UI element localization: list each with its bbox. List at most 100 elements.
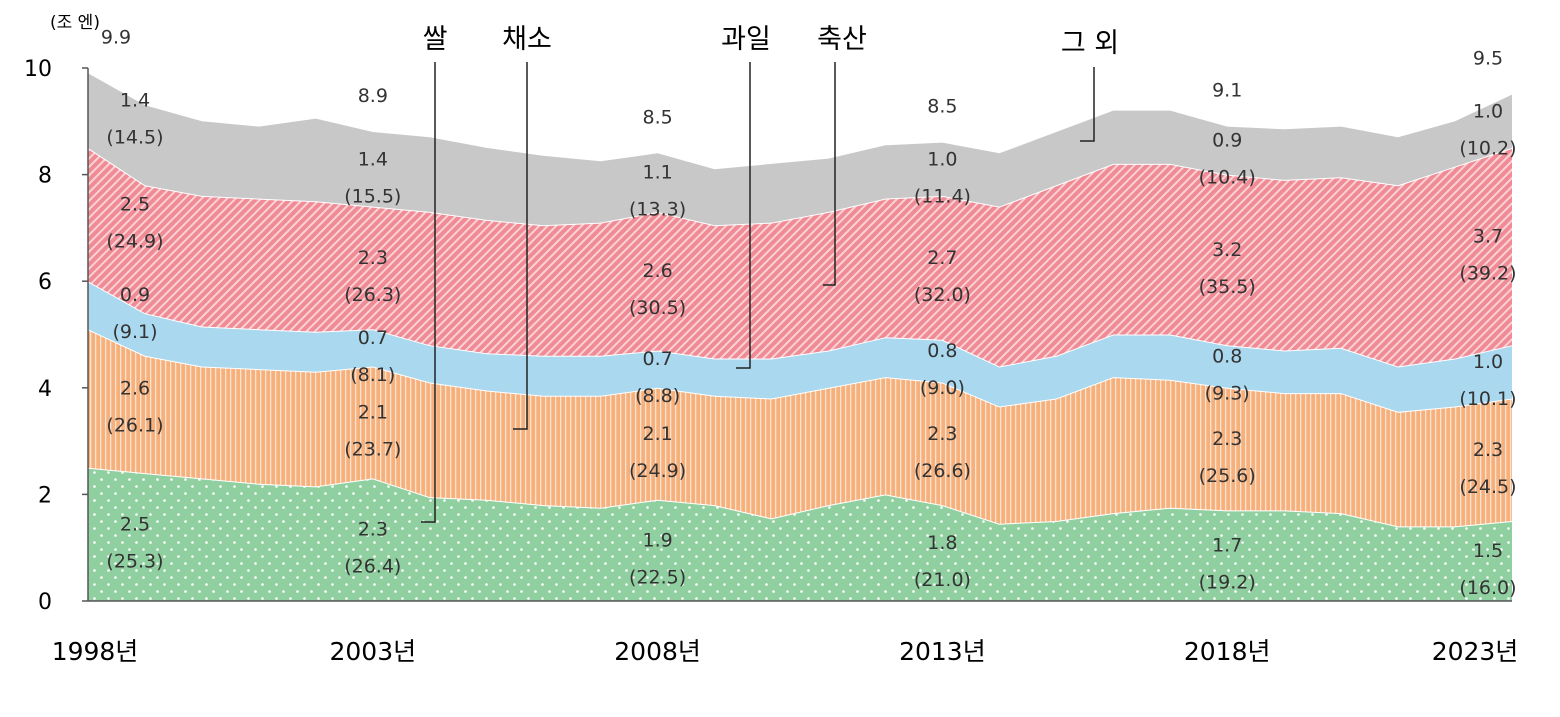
value-label: 1.0 [1473,100,1503,122]
value-label: 1.5 [1473,540,1503,562]
legend-leader-line [421,62,436,523]
value-label: 1.0 [1473,351,1503,373]
legend-label-1: 채소 [502,24,552,55]
value-label: 2.5 [120,513,150,535]
share-label: (39.2) [1459,263,1516,285]
share-label: (14.5) [106,127,163,149]
value-label: 2.5 [120,194,150,216]
value-label: 2.3 [358,247,388,269]
total-label: 9.1 [1212,80,1242,102]
legend-label-0: 쌀 [423,24,448,55]
legend-leader-line [513,62,528,430]
value-label: 1.4 [120,90,150,112]
value-label: 0.8 [927,340,957,362]
share-label: (16.0) [1459,577,1516,599]
share-label: (9.3) [1205,382,1250,404]
value-label: 0.8 [1212,345,1242,367]
x-tick-label: 2008년 [614,637,701,666]
value-label: 1.7 [1212,535,1242,557]
value-label: 1.8 [927,532,957,554]
area-과일 [88,281,1512,412]
value-label: 3.7 [1473,226,1503,248]
share-label: (25.6) [1199,465,1256,487]
area-축산 [88,147,1512,367]
area-쌀 [88,467,1512,601]
value-label: 1.0 [927,148,957,170]
share-label: (10.4) [1199,167,1256,189]
value-label: 3.2 [1212,239,1242,261]
value-label: 2.6 [120,377,150,399]
share-label: (21.0) [914,569,971,591]
share-label: (8.8) [635,385,680,407]
share-label: (11.4) [914,185,971,207]
y-tick-label: 6 [38,270,52,295]
share-label: (10.2) [1459,137,1516,159]
share-label: (26.6) [914,460,971,482]
share-label: (19.2) [1199,572,1256,594]
value-label: 2.3 [1473,439,1503,461]
legend-label-2: 과일 [721,24,771,55]
x-tick-label: 2023년 [1432,637,1519,666]
legend-callouts: 쌀 채소 과일 축산 그 외 [421,24,1119,523]
x-tick-label: 2013년 [899,637,986,666]
share-label: (13.3) [629,199,686,221]
share-label: (15.5) [344,185,401,207]
area-layers [87,73,1513,601]
share-label: (30.5) [629,297,686,319]
value-label: 1.9 [642,529,672,551]
value-label: 2.3 [1212,428,1242,450]
x-tick-label: 1998년 [52,637,139,666]
y-tick-label: 8 [38,164,52,189]
value-label: 2.6 [642,260,672,282]
share-label: (10.1) [1459,388,1516,410]
value-label: 2.3 [358,519,388,541]
y-axis-unit: (조 엔) [50,13,100,33]
value-label: 1.4 [358,148,388,170]
x-tick-label: 2018년 [1184,637,1271,666]
area-채소 [88,329,1512,527]
legend-label-4: 그 외 [1061,28,1119,59]
y-tick-label: 2 [38,483,52,508]
legend-leader-line [1080,67,1095,142]
data-labels: 2.5 (25.3) 2.6 (26.1) 0.9 (9.1) 2.5 (24.9) 1.4 (1… [101,26,1517,599]
total-label: 8.9 [358,85,388,107]
share-label: (32.0) [914,284,971,306]
total-label: 8.5 [927,96,957,118]
y-tick-label: 4 [38,377,52,402]
value-label: 1.1 [642,162,672,184]
value-label: 2.1 [358,401,388,423]
x-tick-label: 2003년 [329,637,416,666]
share-label: (35.5) [1199,276,1256,298]
share-label: (22.5) [629,566,686,588]
share-label: (24.5) [1459,476,1516,498]
share-label: (23.7) [344,438,401,460]
total-label: 9.5 [1473,48,1503,70]
y-tick-label: 10 [24,57,52,82]
share-label: (9.1) [112,321,157,343]
value-label: 0.9 [120,284,150,306]
share-label: (26.3) [344,284,401,306]
value-label: 0.9 [1212,130,1242,152]
value-label: 2.3 [927,423,957,445]
total-label: 9.9 [101,26,131,48]
share-label: (26.1) [106,414,163,436]
legend-leader-line [823,62,836,286]
share-label: (26.4) [344,556,401,578]
area-그 외 [88,73,1512,226]
total-label: 8.5 [642,106,672,128]
value-label: 0.7 [358,327,388,349]
share-label: (25.3) [106,550,163,572]
share-label: (9.0) [920,377,965,399]
share-label: (8.1) [350,364,395,386]
axes: 0 2 4 6 8 10 1998년 2003년 2008년 2013년 2018년 2023년 [24,57,1518,666]
value-label: 2.7 [927,247,957,269]
legend-label-3: 축산 [817,24,867,55]
y-tick-label: 0 [38,590,52,615]
legend-leader-line [736,62,751,369]
share-label: (24.9) [629,460,686,482]
value-label: 0.7 [642,348,672,370]
value-label: 2.1 [642,423,672,445]
share-label: (24.9) [106,231,163,253]
